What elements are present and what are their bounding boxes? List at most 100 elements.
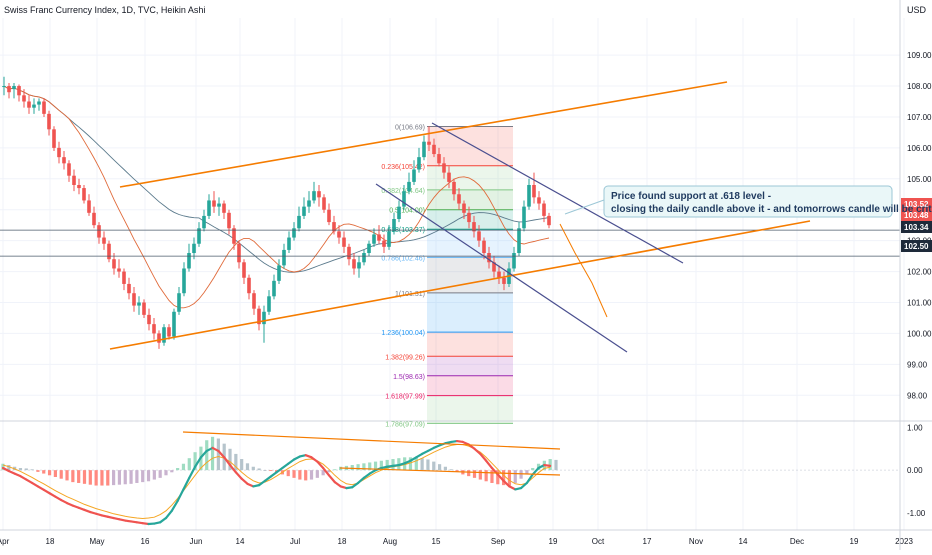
candle-up[interactable]: [357, 256, 361, 278]
candle-up[interactable]: [527, 179, 531, 210]
x-tick-label: 19: [549, 537, 558, 546]
macd-histogram-bar: [269, 470, 272, 471]
candle-down[interactable]: [27, 95, 31, 114]
candle-down[interactable]: [232, 225, 236, 250]
candle-up[interactable]: [392, 213, 396, 235]
candle-body: [407, 182, 411, 191]
candle-down[interactable]: [57, 142, 61, 164]
candle-up[interactable]: [172, 309, 176, 340]
candle-up[interactable]: [302, 197, 306, 219]
x-tick-label: Aug: [383, 537, 397, 546]
candle-down[interactable]: [72, 170, 76, 192]
fib-level-label: 0(106.69): [395, 125, 425, 132]
candle-up[interactable]: [182, 262, 186, 296]
candle-up[interactable]: [372, 228, 376, 247]
macd-histogram-bar: [287, 470, 290, 476]
candle-down[interactable]: [132, 287, 136, 312]
candle-up[interactable]: [207, 194, 211, 219]
candle-down[interactable]: [62, 151, 66, 170]
candle-body: [377, 234, 381, 240]
candle-down[interactable]: [152, 318, 156, 340]
candle-up[interactable]: [32, 98, 36, 113]
candle-down[interactable]: [342, 231, 346, 253]
annotation-callout[interactable]: Price found support at .618 level - clos…: [565, 186, 932, 217]
candle-up[interactable]: [367, 241, 371, 256]
candle-down[interactable]: [227, 210, 231, 235]
candle-down[interactable]: [42, 98, 46, 117]
candle-body: [27, 101, 31, 107]
candle-body: [392, 219, 396, 231]
candle-body: [97, 225, 101, 237]
candle-up[interactable]: [397, 200, 401, 222]
macd-histogram-bar: [100, 470, 103, 485]
candle-down[interactable]: [87, 194, 91, 216]
macd-histogram-bar: [170, 470, 173, 472]
candle-up[interactable]: [262, 306, 266, 343]
candle-body: [37, 101, 41, 104]
candle-up[interactable]: [407, 173, 411, 195]
candle-up[interactable]: [422, 136, 426, 161]
candle-down[interactable]: [107, 241, 111, 263]
candle-down[interactable]: [242, 259, 246, 284]
candle-up[interactable]: [272, 275, 276, 300]
candle-down[interactable]: [252, 290, 256, 315]
candle-down[interactable]: [7, 83, 11, 98]
candle-body: [527, 185, 531, 207]
candle-up[interactable]: [187, 244, 191, 272]
candle-up[interactable]: [137, 296, 141, 315]
candle-up[interactable]: [177, 287, 181, 315]
candle-up[interactable]: [202, 210, 206, 232]
candle-down[interactable]: [247, 275, 251, 300]
candle-up[interactable]: [312, 182, 316, 204]
macd-line-segment: [178, 489, 184, 501]
candle-body: [267, 296, 271, 311]
candle-up[interactable]: [162, 324, 166, 346]
candle-down[interactable]: [317, 185, 321, 207]
candle-down[interactable]: [77, 179, 81, 194]
candle-down[interactable]: [82, 185, 86, 204]
candle-up[interactable]: [217, 197, 221, 216]
candle-down[interactable]: [222, 200, 226, 219]
macd-histogram-bar: [473, 470, 476, 478]
macd-histogram-bar: [124, 470, 127, 484]
macd-y-tick-label: 1.00: [907, 423, 923, 432]
candle-up[interactable]: [197, 222, 201, 247]
x-tick-label: 17: [643, 537, 652, 546]
x-tick-label: 14: [739, 537, 748, 546]
candle-up[interactable]: [287, 231, 291, 253]
candle-down[interactable]: [17, 84, 21, 101]
candle-up[interactable]: [522, 200, 526, 231]
candle-down[interactable]: [117, 259, 121, 278]
candle-down[interactable]: [537, 191, 541, 210]
candle-down[interactable]: [147, 309, 151, 331]
candle-down[interactable]: [122, 268, 126, 290]
candle-down[interactable]: [257, 306, 261, 331]
candle-up[interactable]: [12, 83, 16, 98]
candle-down[interactable]: [102, 231, 106, 250]
candle-down[interactable]: [127, 278, 131, 300]
candle-body: [432, 145, 436, 154]
candle-up[interactable]: [517, 222, 521, 256]
candle-up[interactable]: [267, 290, 271, 315]
candle-down[interactable]: [327, 204, 331, 226]
macd-histogram-bar: [106, 470, 109, 485]
channel-upper-line[interactable]: [120, 82, 727, 187]
candle-down[interactable]: [347, 244, 351, 266]
macd-histogram-bar: [60, 470, 63, 479]
candle-down[interactable]: [382, 234, 386, 253]
candle-body: [67, 163, 71, 175]
candle-up[interactable]: [417, 148, 421, 173]
macd-histogram-bar: [83, 470, 86, 484]
candle-up[interactable]: [37, 98, 41, 110]
candle-down[interactable]: [532, 173, 536, 204]
projection-path[interactable]: [560, 224, 607, 317]
candle-up[interactable]: [277, 259, 281, 284]
candle-down[interactable]: [52, 126, 56, 151]
candle-down[interactable]: [547, 213, 551, 228]
candle-up[interactable]: [297, 207, 301, 232]
candle-up[interactable]: [362, 250, 366, 265]
macd-histogram-bar: [525, 470, 528, 473]
macd-histogram-bar: [333, 469, 336, 470]
